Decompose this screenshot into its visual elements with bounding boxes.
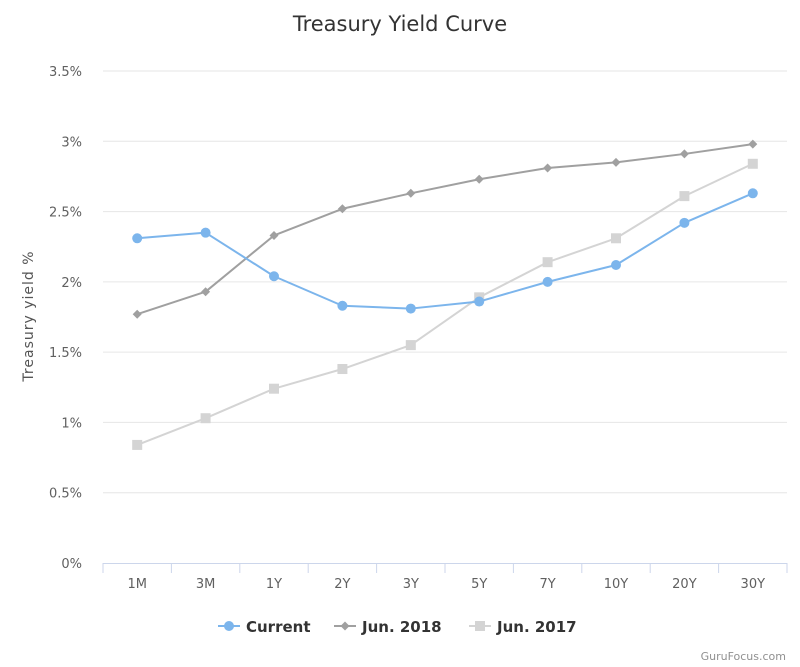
legend-item[interactable]: Current <box>218 618 311 636</box>
data-point[interactable] <box>474 296 485 307</box>
data-point[interactable] <box>200 227 211 238</box>
data-point[interactable] <box>132 439 143 450</box>
data-point[interactable] <box>337 364 348 375</box>
data-point[interactable] <box>679 191 690 202</box>
y-tick-label: 0.5% <box>49 487 82 502</box>
legend-label: Jun. 2017 <box>496 618 577 636</box>
data-point[interactable] <box>747 158 758 169</box>
y-axis-title: Treasury yield % <box>21 250 37 382</box>
series-jun-2018 <box>132 139 758 319</box>
x-tick-label: 5Y <box>471 577 487 592</box>
y-tick-label: 1% <box>61 416 82 431</box>
x-axis: 1M 3M 1Y 2Y 3Y 5Y 7Y 10Y 20Y 30Y <box>102 563 788 592</box>
data-point[interactable] <box>269 383 279 394</box>
x-tick-label: 1M <box>127 577 147 592</box>
legend-label: Jun. 2018 <box>361 618 442 636</box>
data-point[interactable] <box>679 149 689 159</box>
x-tick-label: 3M <box>196 577 216 592</box>
y-tick-label: 2.5% <box>49 206 82 221</box>
legend[interactable]: Current Jun. 2018 Jun. 2017 <box>218 618 577 636</box>
series-current <box>132 188 758 314</box>
legend-item[interactable]: Jun. 2017 <box>469 618 577 636</box>
data-point[interactable] <box>679 217 690 228</box>
legend-label: Current <box>246 618 311 636</box>
data-point[interactable] <box>611 259 621 270</box>
data-point[interactable] <box>611 233 621 244</box>
data-point[interactable] <box>132 309 142 319</box>
x-tick-label: 3Y <box>403 577 419 592</box>
series-line[interactable] <box>136 162 754 446</box>
data-point[interactable] <box>748 139 758 149</box>
data-point[interactable] <box>269 271 279 282</box>
x-tick-label: 30Y <box>741 577 766 592</box>
data-point[interactable] <box>543 163 553 173</box>
data-point[interactable] <box>132 233 143 244</box>
legend-marker[interactable] <box>340 621 350 631</box>
legend-marker[interactable] <box>224 621 234 631</box>
data-point[interactable] <box>747 188 758 199</box>
series-line[interactable] <box>136 192 754 310</box>
x-tick-label: 7Y <box>539 577 555 592</box>
chart-title: Treasury Yield Curve <box>292 12 507 36</box>
data-point[interactable] <box>405 303 416 314</box>
y-tick-label: 3.5% <box>49 65 82 80</box>
y-tick-label: 0% <box>61 557 82 572</box>
data-point[interactable] <box>337 300 348 311</box>
y-axis-ticks: 0% 0.5% 1% 1.5% 2% 2.5% 3% 3.5% <box>49 65 82 572</box>
credit-link[interactable]: GuruFocus.com <box>701 650 786 663</box>
y-tick-label: 2% <box>61 276 82 291</box>
data-point[interactable] <box>406 188 416 198</box>
data-point[interactable] <box>542 257 553 268</box>
x-tick-label: 10Y <box>604 577 629 592</box>
series-layer <box>132 139 758 450</box>
legend-item[interactable]: Jun. 2018 <box>334 618 442 636</box>
data-point[interactable] <box>200 413 211 424</box>
y-tick-label: 1.5% <box>49 346 82 361</box>
data-point[interactable] <box>337 204 347 214</box>
data-point[interactable] <box>611 157 621 167</box>
x-tick-label: 1Y <box>266 577 282 592</box>
data-point[interactable] <box>405 340 416 351</box>
legend-marker[interactable] <box>475 621 485 631</box>
data-point[interactable] <box>201 287 211 297</box>
series-line[interactable] <box>136 143 754 316</box>
data-point[interactable] <box>269 230 279 240</box>
data-point[interactable] <box>474 174 484 184</box>
x-tick-label: 2Y <box>334 577 350 592</box>
data-point[interactable] <box>542 276 553 287</box>
gridlines <box>103 70 787 494</box>
x-tick-label: 20Y <box>672 577 697 592</box>
y-tick-label: 3% <box>61 135 82 150</box>
